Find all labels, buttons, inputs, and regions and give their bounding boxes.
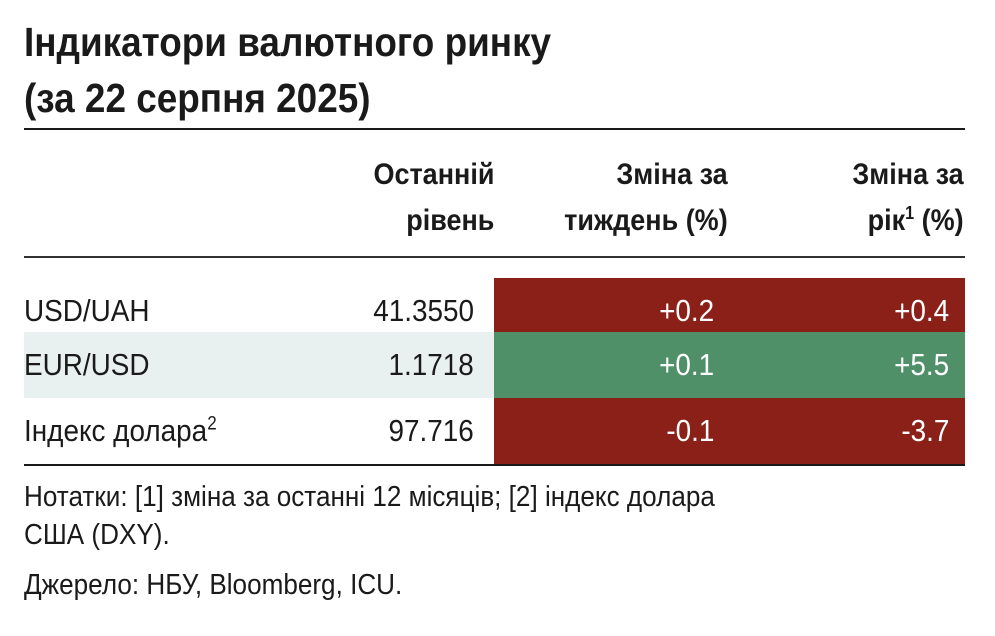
column-header-level: Останній рівень xyxy=(373,152,494,244)
row-label: EUR/USD xyxy=(24,332,324,398)
row-label: Індекс долара2 xyxy=(24,398,324,464)
title-line-2: (за 22 серпня 2025) xyxy=(24,75,371,121)
column-header-year-line-1: Зміна за xyxy=(852,158,964,191)
last-level-value: 97.716 xyxy=(324,398,476,464)
last-level-value-text: 41.3550 xyxy=(373,293,474,328)
yearly-change-value-text: -3.7 xyxy=(900,413,949,448)
column-header-week: Зміна за тиждень (%) xyxy=(564,152,728,244)
footnote-2-marker: 2 xyxy=(207,413,217,435)
yearly-change-value-text: +5.5 xyxy=(893,347,949,382)
row-label-text: EUR/USD xyxy=(24,347,150,382)
last-level-value: 41.3550 xyxy=(324,278,476,344)
weekly-change-value-text: +0.1 xyxy=(658,347,714,382)
notes: Нотатки: [1] зміна за останні 12 місяців… xyxy=(24,478,870,554)
column-header-year-word: рік xyxy=(867,204,906,237)
notes-line-2: США (DXY). xyxy=(24,519,170,551)
yearly-change-value: -3.7 xyxy=(728,398,965,464)
column-header-year: Зміна за рік1 (%) xyxy=(853,152,964,244)
source-note: Джерело: НБУ, Bloomberg, ICU. xyxy=(24,569,403,601)
last-level-value-text: 1.1718 xyxy=(388,347,474,382)
column-header-level-line-2: рівень xyxy=(405,204,494,237)
bottom-rule xyxy=(24,464,965,466)
notes-line-1: Нотатки: [1] зміна за останні 12 місяців… xyxy=(24,481,715,513)
last-level-value-text: 97.716 xyxy=(388,413,474,448)
row-label-text: USD/UAH xyxy=(24,293,150,328)
footnote-1-marker: 1 xyxy=(905,203,915,223)
table-row: Індекс долара2 97.716 -0.1 -3.7 xyxy=(24,398,965,464)
column-header-year-unit: (%) xyxy=(914,204,964,237)
top-rule xyxy=(24,128,965,130)
column-header-year-line-2: рік1 (%) xyxy=(853,198,964,244)
weekly-change-value-text: -0.1 xyxy=(665,413,714,448)
weekly-change-value: +0.1 xyxy=(494,332,728,398)
row-label-text: Індекс долара2 xyxy=(24,413,217,448)
column-header-week-line-2: тиждень (%) xyxy=(564,204,728,237)
column-header-week-line-1: Зміна за xyxy=(616,158,728,191)
header-rule xyxy=(24,256,965,258)
page-title: Індикатори валютного ринку (за 22 серпня… xyxy=(24,14,870,126)
yearly-change-value: +5.5 xyxy=(728,332,965,398)
column-header-level-line-1: Останній xyxy=(373,158,494,191)
table-row: EUR/USD 1.1718 +0.1 +5.5 xyxy=(24,332,965,398)
last-level-value: 1.1718 xyxy=(324,332,476,398)
weekly-change-value-text: +0.2 xyxy=(658,293,714,328)
yearly-change-value-text: +0.4 xyxy=(893,293,949,328)
row-label: USD/UAH xyxy=(24,278,324,344)
title-line-1: Індикатори валютного ринку xyxy=(24,19,552,65)
weekly-change-value: -0.1 xyxy=(494,398,728,464)
